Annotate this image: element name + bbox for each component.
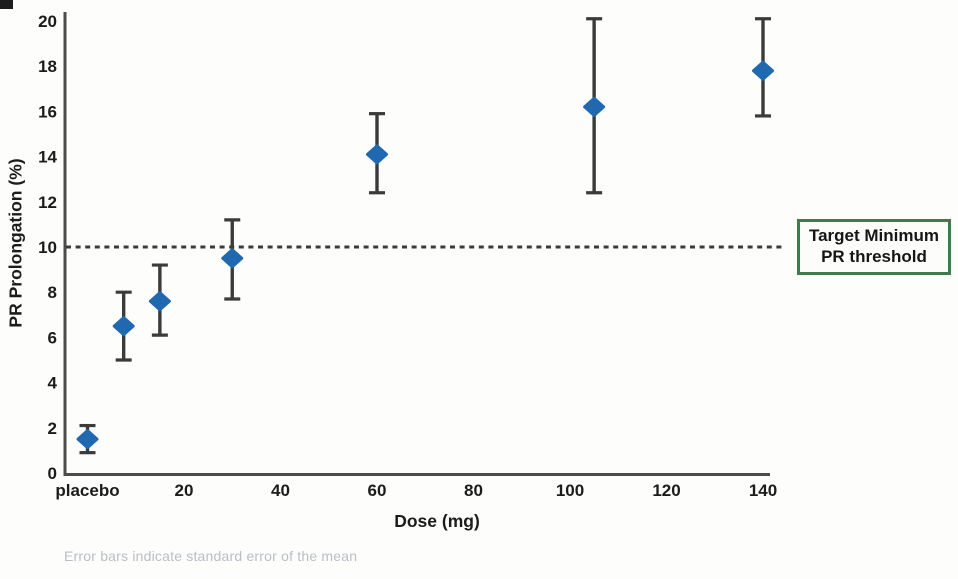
x-tick-label: 40	[271, 481, 290, 500]
data-point-diamond	[583, 96, 606, 117]
y-tick-label: 8	[48, 283, 57, 302]
data-point-diamond	[76, 429, 99, 450]
x-tick-label: 80	[464, 481, 483, 500]
y-tick-label: 2	[48, 419, 57, 438]
data-point-diamond	[148, 291, 171, 312]
data-point-diamond	[112, 316, 135, 337]
threshold-annotation-line1: Target Minimum	[808, 226, 940, 246]
y-tick-label: 14	[38, 148, 57, 167]
y-tick-label: 4	[48, 374, 58, 393]
y-tick-label: 16	[38, 102, 57, 121]
threshold-annotation-line2: PR threshold	[821, 247, 927, 266]
y-axis-title: PR Prolongation (%)	[5, 158, 26, 328]
scan-artifact	[0, 0, 13, 9]
y-tick-label: 0	[48, 464, 57, 483]
data-point-diamond	[752, 60, 774, 81]
y-tick-label: 18	[38, 57, 57, 76]
x-tick-label: 20	[175, 481, 194, 500]
x-tick-label: 100	[556, 481, 584, 500]
x-tick-label: 60	[368, 481, 387, 500]
x-tick-label: 140	[749, 481, 777, 500]
y-tick-label: 20	[38, 12, 57, 31]
threshold-annotation-box: Target Minimum PR threshold	[797, 219, 951, 275]
y-tick-label: 10	[38, 238, 57, 257]
y-tick-label: 6	[48, 328, 57, 347]
y-tick-label: 12	[38, 193, 57, 212]
data-point-diamond	[221, 248, 244, 269]
x-axis-title: Dose (mg)	[394, 511, 480, 531]
data-point-diamond	[366, 144, 388, 165]
x-tick-label: placebo	[55, 481, 119, 500]
x-tick-label: 120	[652, 481, 680, 500]
error-bar-footnote: Error bars indicate standard error of th…	[64, 548, 358, 564]
